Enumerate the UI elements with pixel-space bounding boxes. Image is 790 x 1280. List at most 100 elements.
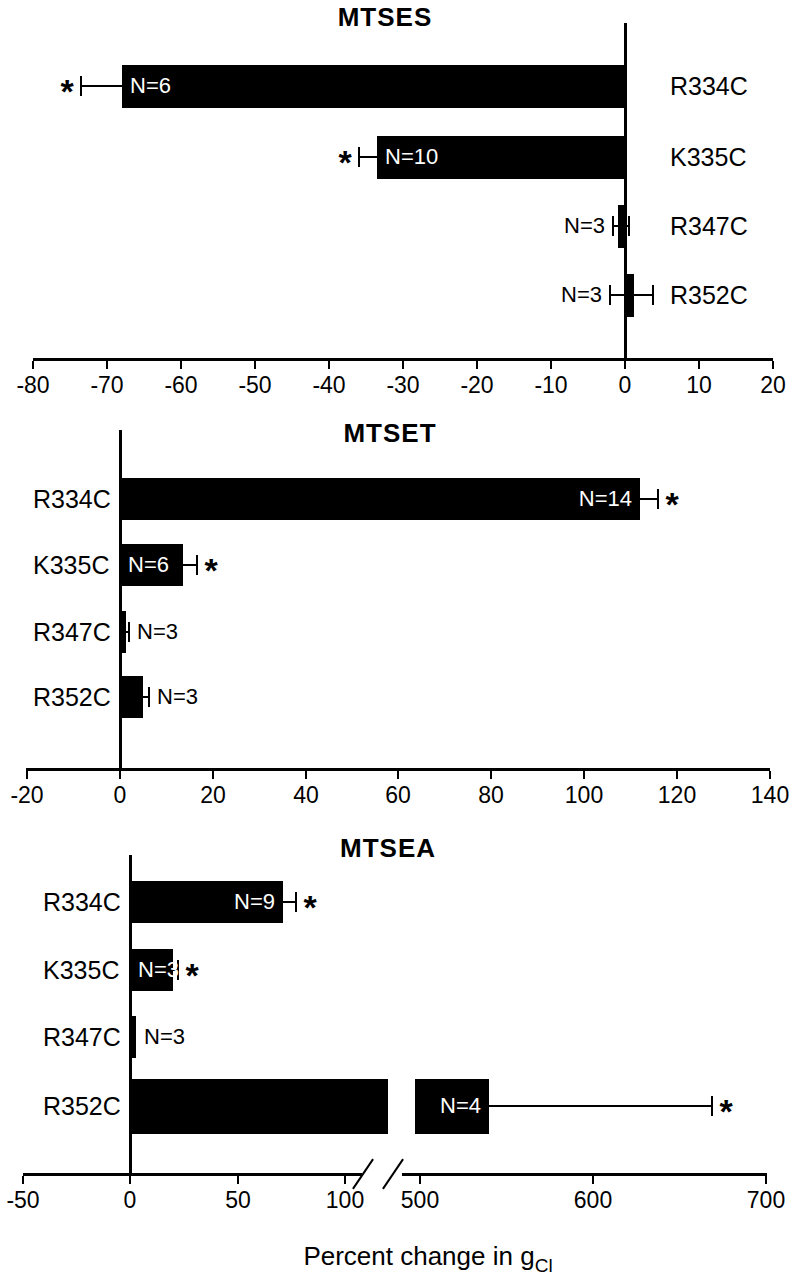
category-label: R352C <box>670 281 780 309</box>
x-axis-tick <box>624 361 626 369</box>
error-bar-cap <box>612 216 614 236</box>
x-axis-tick <box>344 1176 346 1184</box>
x-axis-tick <box>32 361 34 369</box>
x-axis-line <box>402 1173 767 1176</box>
x-axis-label: Percent change in gCl <box>178 1241 678 1272</box>
x-axis-tick-label: 60 <box>358 782 438 809</box>
category-label: R347C <box>670 212 780 240</box>
x-axis-tick <box>237 1176 239 1184</box>
x-axis-tick-label: -20 <box>0 782 67 809</box>
x-axis-label-main: Percent change in g <box>303 1241 534 1271</box>
error-bar-line <box>613 225 629 227</box>
x-axis-tick <box>106 361 108 369</box>
x-axis-tick <box>419 1176 421 1184</box>
x-axis-tick-label: -20 <box>437 372 517 399</box>
n-label: N=3 <box>472 283 602 307</box>
category-label: K335C <box>43 956 153 984</box>
x-axis-tick <box>592 1176 594 1184</box>
n-label: N=6 <box>128 553 258 577</box>
x-axis-tick <box>583 771 585 779</box>
significance-asterisk: * <box>52 74 82 108</box>
category-label: R347C <box>43 1023 153 1051</box>
error-bar-cap <box>652 285 654 305</box>
category-label: R352C <box>33 683 143 711</box>
n-label: N=3 <box>475 214 605 238</box>
x-axis-tick-label: -80 <box>0 372 73 399</box>
x-axis-tick <box>772 361 774 369</box>
n-label: N=6 <box>130 74 260 98</box>
x-axis-label-subscript: Cl <box>535 1255 553 1276</box>
n-label: N=9 <box>145 890 275 914</box>
x-axis-tick-label: 500 <box>380 1187 460 1214</box>
x-axis-tick <box>305 771 307 779</box>
chart-title: MTSET <box>240 418 540 449</box>
x-axis-tick <box>254 361 256 369</box>
x-axis-tick <box>765 1176 767 1184</box>
n-label: N=14 <box>502 487 632 511</box>
x-axis-tick-label: 100 <box>544 782 624 809</box>
bar-segment <box>130 1079 388 1134</box>
x-axis-tick-label: 80 <box>451 782 531 809</box>
x-axis-tick-label: 120 <box>637 782 717 809</box>
x-axis-tick <box>402 361 404 369</box>
n-label: N=3 <box>137 620 267 644</box>
x-axis-line <box>23 1173 362 1176</box>
error-bar-cap <box>628 216 630 236</box>
x-axis-tick-label: 40 <box>266 782 346 809</box>
n-label: N=3 <box>157 685 287 709</box>
x-axis-tick <box>676 771 678 779</box>
category-label: R334C <box>670 72 780 100</box>
x-axis-tick <box>328 361 330 369</box>
figure: MTSES-80-70-60-50-40-30-20-1001020N=6*R3… <box>0 0 790 1280</box>
x-axis-tick-label: 0 <box>585 372 665 399</box>
x-axis-tick-label: 0 <box>80 782 160 809</box>
significance-asterisk: * <box>295 890 325 924</box>
error-bar-line <box>81 85 122 87</box>
x-axis-tick <box>22 1176 24 1184</box>
n-label: N=4 <box>351 1094 481 1118</box>
x-axis-tick-label: -10 <box>511 372 591 399</box>
x-axis-tick-label: 0 <box>90 1187 170 1214</box>
x-axis-tick-label: 20 <box>173 782 253 809</box>
n-label: N=3 <box>144 1025 274 1049</box>
x-axis-tick-label: 600 <box>553 1187 633 1214</box>
x-axis-tick-label: 100 <box>305 1187 385 1214</box>
significance-asterisk: * <box>330 145 360 179</box>
error-bar-cap <box>609 285 611 305</box>
category-label: R334C <box>33 485 143 513</box>
x-axis-tick <box>26 771 28 779</box>
x-axis-tick <box>490 771 492 779</box>
significance-asterisk: * <box>711 1094 741 1128</box>
x-axis-tick-label: -70 <box>67 372 147 399</box>
chart-title: MTSEA <box>238 833 538 864</box>
x-axis-tick <box>698 361 700 369</box>
x-axis-tick-label: -30 <box>363 372 443 399</box>
category-label: R334C <box>43 888 153 916</box>
x-axis-tick-label: -50 <box>0 1187 63 1214</box>
x-axis-tick-label: -40 <box>289 372 369 399</box>
x-axis-tick <box>119 771 121 779</box>
x-axis-tick <box>180 361 182 369</box>
x-axis-tick <box>476 361 478 369</box>
category-label: R347C <box>33 618 143 646</box>
n-label: N=10 <box>385 145 515 169</box>
significance-asterisk: * <box>657 487 687 521</box>
x-axis-tick <box>129 1176 131 1184</box>
category-label: R352C <box>43 1092 153 1120</box>
chart-title: MTSES <box>235 2 535 33</box>
x-axis-tick-label: -50 <box>215 372 295 399</box>
x-axis-tick-label: 50 <box>198 1187 278 1214</box>
significance-asterisk: * <box>177 958 207 992</box>
x-axis-tick-label: 700 <box>726 1187 790 1214</box>
x-axis-tick-label: 10 <box>659 372 739 399</box>
error-bar-line <box>610 294 653 296</box>
category-label: K335C <box>670 143 780 171</box>
x-axis-tick <box>550 361 552 369</box>
x-axis-tick-label: 140 <box>730 782 790 809</box>
x-axis-tick <box>212 771 214 779</box>
x-axis-tick <box>769 771 771 779</box>
category-label: K335C <box>33 551 143 579</box>
x-axis-tick <box>397 771 399 779</box>
axis-break-slash <box>382 1159 404 1190</box>
error-bar-line <box>359 156 378 158</box>
